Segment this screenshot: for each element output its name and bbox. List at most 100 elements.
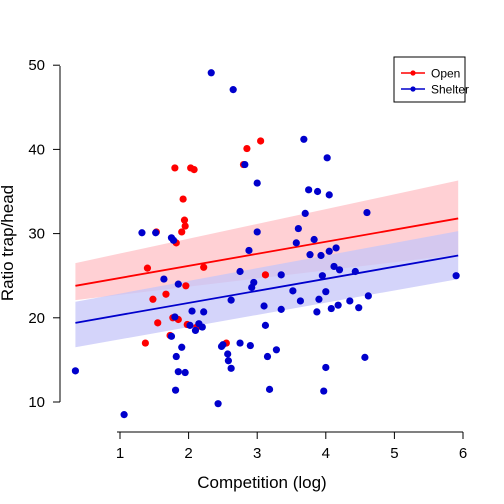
point-shelter (219, 341, 227, 349)
legend-marker-shelter (410, 86, 416, 92)
point-shelter (171, 313, 179, 321)
point-shelter (272, 346, 281, 354)
point-shelter (363, 208, 371, 217)
point-open (190, 166, 198, 174)
point-shelter (138, 229, 146, 237)
point-shelter (250, 278, 258, 287)
point-open (180, 216, 189, 224)
y-tick-label: 20 (28, 310, 45, 327)
y-axis-label: Ratio trap/head (0, 185, 17, 301)
legend-label-shelter: Shelter (431, 83, 469, 97)
point-shelter (236, 267, 244, 276)
point-shelter (322, 363, 330, 372)
y-tick-label: 40 (28, 141, 45, 158)
data-points (71, 69, 460, 419)
point-shelter (160, 275, 168, 283)
point-open (141, 339, 149, 347)
point-open (154, 319, 162, 327)
point-shelter (313, 187, 322, 196)
point-shelter (174, 368, 182, 376)
point-shelter (296, 297, 305, 305)
point-open (261, 271, 270, 279)
x-tick-label: 2 (184, 445, 192, 462)
point-shelter (364, 292, 372, 300)
regression-lines (75, 217, 459, 324)
point-shelter (313, 308, 321, 316)
point-shelter (289, 287, 297, 295)
point-shelter (361, 353, 369, 361)
point-shelter (306, 251, 314, 259)
point-shelter (198, 323, 206, 331)
point-shelter (253, 179, 261, 187)
point-open (200, 263, 208, 271)
point-shelter (320, 387, 328, 395)
y-tick-label: 30 (28, 226, 45, 243)
point-shelter (310, 235, 318, 244)
point-open (257, 137, 265, 145)
point-shelter (355, 304, 363, 312)
point-shelter (322, 288, 330, 296)
point-shelter (325, 191, 333, 199)
point-shelter (335, 266, 344, 274)
point-shelter (325, 247, 333, 255)
point-shelter (261, 321, 270, 329)
x-axis-label: Competition (log) (197, 473, 326, 492)
point-open (143, 264, 152, 272)
point-shelter (178, 343, 186, 351)
point-open (181, 222, 189, 230)
point-shelter (277, 305, 285, 313)
x-tick-label: 3 (253, 445, 261, 462)
point-shelter (241, 160, 249, 169)
point-shelter (152, 229, 160, 237)
point-shelter (169, 236, 178, 244)
legend-box (393, 56, 466, 103)
x-tick-label: 1 (116, 445, 124, 462)
point-shelter (171, 386, 180, 394)
point-shelter (318, 272, 326, 280)
point-open (182, 282, 190, 290)
point-shelter (334, 301, 342, 309)
legend-label-open: Open (431, 67, 460, 81)
point-open (243, 144, 251, 153)
point-shelter (323, 154, 331, 162)
point-shelter (246, 341, 254, 350)
x-tick-label: 5 (390, 445, 398, 462)
y-tick-label: 50 (28, 57, 45, 74)
point-shelter (186, 321, 194, 329)
point-shelter (315, 295, 323, 303)
point-shelter (236, 339, 244, 347)
point-shelter (452, 272, 460, 280)
point-shelter (260, 302, 268, 310)
point-shelter (294, 224, 302, 233)
point-shelter (207, 69, 215, 77)
point-shelter (71, 367, 80, 375)
point-shelter (300, 135, 308, 143)
point-shelter (224, 350, 232, 358)
point-shelter (330, 262, 338, 271)
point-shelter (263, 352, 272, 361)
point-shelter (227, 364, 235, 372)
y-ticks: 10 20 30 40 50 (28, 57, 60, 411)
point-shelter (167, 332, 176, 340)
point-shelter (229, 86, 237, 94)
y-tick-label: 10 (28, 394, 45, 411)
fit-line-open (75, 217, 459, 287)
fit-line-shelter (75, 254, 459, 324)
legend-marker-open (410, 70, 416, 76)
point-open (162, 290, 170, 298)
point-shelter (351, 267, 359, 276)
point-shelter (305, 186, 313, 194)
point-shelter (172, 352, 180, 361)
point-shelter (277, 271, 285, 279)
point-shelter (120, 411, 128, 419)
point-open (171, 164, 179, 172)
point-shelter (224, 357, 232, 365)
legend: Open Shelter (393, 56, 469, 103)
x-tick-label: 6 (459, 445, 467, 462)
point-shelter (174, 280, 182, 288)
point-shelter (332, 244, 340, 252)
x-tick-label: 4 (322, 445, 330, 462)
point-shelter (181, 368, 189, 377)
point-shelter (227, 296, 235, 304)
